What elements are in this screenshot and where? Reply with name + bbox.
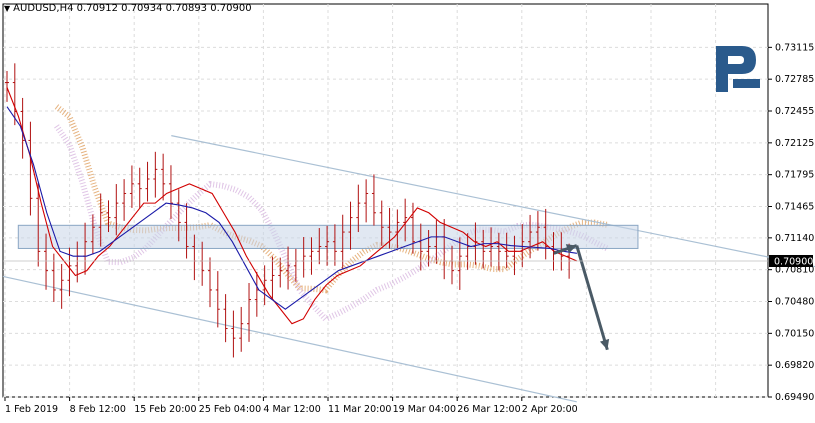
y-tick-label: 0.71795 (775, 170, 814, 181)
logo-bar-shape (733, 79, 760, 88)
y-tick-label: 0.73115 (775, 42, 814, 53)
y-tick-label: 0.70150 (775, 328, 814, 339)
x-tick-label: 19 Mar 04:00 (393, 404, 456, 415)
slow-line (6, 106, 578, 310)
x-tick-label: 8 Feb 12:00 (70, 404, 126, 415)
fast-line (6, 87, 578, 325)
arrowhead-icon (565, 244, 577, 254)
x-tick-label: 4 Mar 12:00 (263, 404, 320, 415)
x-tick-label: 11 Mar 20:00 (328, 404, 391, 415)
x-tick-label: 26 Mar 12:00 (457, 404, 520, 415)
y-tick-label: 0.69820 (775, 360, 814, 371)
y-tick-label: 0.72785 (775, 74, 814, 85)
chart-header: ▼ AUDUSD,H4 0.70912 0.70934 0.70893 0.709… (4, 3, 252, 14)
y-tick-label: 0.70810 (775, 265, 814, 276)
plot-frame (2, 3, 769, 398)
y-tick-label: 0.69490 (775, 392, 814, 403)
x-tick-label: 15 Feb 20:00 (134, 404, 196, 415)
y-tick-label: 0.72125 (775, 138, 814, 149)
forecast-arrow-2 (575, 245, 609, 351)
broker-logo-icon (716, 46, 760, 92)
logo-letter-shape (716, 46, 756, 92)
y-tick-label: 0.71465 (775, 202, 814, 213)
y-tick-label: 0.71140 (775, 233, 814, 244)
dropdown-triangle-icon[interactable]: ▼ (4, 4, 11, 13)
current-price-label: 0.70900 (774, 256, 813, 267)
y-tick-label: 0.70480 (775, 297, 814, 308)
symbol-ohlc-label: AUDUSD,H4 0.70912 0.70934 0.70893 0.7090… (13, 3, 252, 14)
forecast-arrows (553, 244, 610, 351)
y-tick-label: 0.72455 (775, 106, 814, 117)
arrowhead-icon (599, 338, 610, 350)
x-tick-label: 2 Apr 20:00 (522, 404, 578, 415)
channel-lower-line (2, 275, 577, 403)
channel-upper-line (171, 135, 815, 268)
current-price-tag (769, 254, 813, 267)
x-tick-label: 1 Feb 2019 (5, 404, 58, 415)
x-tick-label: 25 Feb 04:00 (199, 404, 261, 415)
